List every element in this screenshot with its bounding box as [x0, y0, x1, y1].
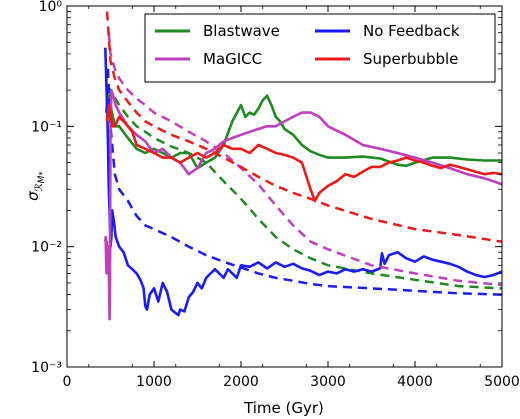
y-tick-label: 10⁻¹ [31, 119, 62, 135]
series-line-magicc-solid [104, 88, 502, 321]
plot-frame [66, 5, 503, 368]
x-tick-label: 5000 [484, 374, 520, 390]
legend-label-no-feedback: No Feedback [363, 22, 460, 40]
legend-label-blastwave: Blastwave [203, 22, 280, 40]
series-line-superbubble-solid [105, 103, 502, 203]
y-tick-label: 10⁻³ [31, 360, 62, 376]
legend: Blastwave No Feedback MaGICC Superbubble [144, 13, 496, 83]
x-tick-label: 2000 [223, 374, 259, 390]
x-tick-label: 0 [63, 374, 72, 390]
series-line-no-feedback-dashed [106, 68, 502, 296]
y-axis-label-group: σℛM* [24, 171, 48, 201]
series-line-blastwave-dashed [105, 84, 502, 290]
ticks-layer: 0 1000 2000 3000 4000 5000 10⁻³ 10⁻² 10⁻¹ 10⁰ [31, 0, 520, 390]
series-line-magicc-dashed [107, 32, 502, 287]
series-line-superbubble-dashed [105, 11, 502, 243]
y-tick-label: 10⁻² [31, 240, 62, 256]
legend-label-magicc: MaGICC [203, 50, 262, 68]
y-tick-label: 10⁰ [39, 0, 63, 15]
x-tick-label: 4000 [397, 374, 433, 390]
x-tick-label: 1000 [136, 374, 172, 390]
legend-box [144, 13, 496, 83]
legend-label-superbubble: Superbubble [363, 50, 458, 68]
y-axis-label: σℛM* [24, 171, 48, 201]
x-tick-label: 3000 [310, 374, 346, 390]
series-line-no-feedback-solid [104, 47, 502, 317]
series-layer [104, 11, 502, 321]
x-axis-label: Time (Gyr) [243, 399, 324, 417]
